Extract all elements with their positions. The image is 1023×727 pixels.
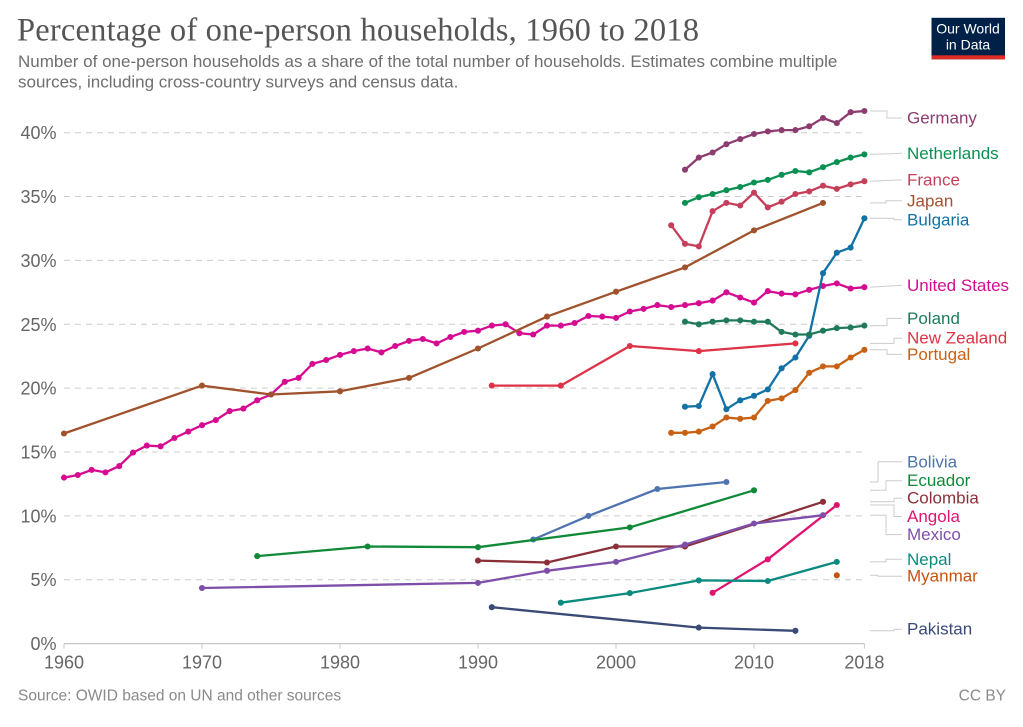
svg-text:CC BY: CC BY — [959, 688, 1006, 705]
svg-text:Portugal: Portugal — [907, 345, 970, 364]
svg-text:1970: 1970 — [182, 652, 222, 672]
svg-text:1990: 1990 — [458, 652, 498, 672]
svg-text:France: France — [907, 170, 960, 189]
svg-text:Germany: Germany — [907, 109, 977, 128]
svg-text:15%: 15% — [20, 443, 56, 463]
svg-text:2018: 2018 — [844, 652, 884, 672]
svg-text:10%: 10% — [20, 506, 56, 526]
svg-text:Poland: Poland — [907, 309, 960, 328]
svg-text:United States: United States — [907, 276, 1009, 295]
svg-text:5%: 5% — [30, 570, 56, 590]
svg-text:Source: OWID based on UN and o: Source: OWID based on UN and other sourc… — [18, 688, 341, 705]
svg-text:Japan: Japan — [907, 191, 953, 210]
svg-text:Bolivia: Bolivia — [907, 452, 958, 471]
svg-text:in Data: in Data — [946, 37, 991, 53]
svg-text:0%: 0% — [30, 634, 56, 654]
svg-text:Percentage of one-person house: Percentage of one-person households, 196… — [17, 13, 699, 49]
svg-text:Pakistan: Pakistan — [907, 620, 972, 639]
svg-text:1980: 1980 — [320, 652, 360, 672]
svg-text:sources, including cross-count: sources, including cross-country surveys… — [18, 72, 458, 91]
svg-text:Number of one-person household: Number of one-person households as a sha… — [18, 52, 837, 71]
svg-text:2010: 2010 — [734, 652, 774, 672]
svg-text:Colombia: Colombia — [907, 489, 979, 508]
svg-text:Nepal: Nepal — [907, 550, 951, 569]
svg-text:40%: 40% — [20, 123, 56, 143]
svg-text:35%: 35% — [20, 187, 56, 207]
svg-text:30%: 30% — [20, 251, 56, 271]
svg-text:Angola: Angola — [907, 507, 960, 526]
svg-text:Our World: Our World — [936, 21, 1000, 37]
svg-text:Mexico: Mexico — [907, 525, 961, 544]
svg-text:1960: 1960 — [44, 652, 84, 672]
svg-text:20%: 20% — [20, 379, 56, 399]
svg-text:25%: 25% — [20, 315, 56, 335]
svg-text:Ecuador: Ecuador — [907, 471, 971, 490]
svg-text:Netherlands: Netherlands — [907, 144, 999, 163]
svg-text:New Zealand: New Zealand — [907, 329, 1007, 348]
svg-text:2000: 2000 — [596, 652, 636, 672]
svg-text:Bulgaria: Bulgaria — [907, 210, 970, 229]
svg-text:Myanmar: Myanmar — [907, 567, 978, 586]
